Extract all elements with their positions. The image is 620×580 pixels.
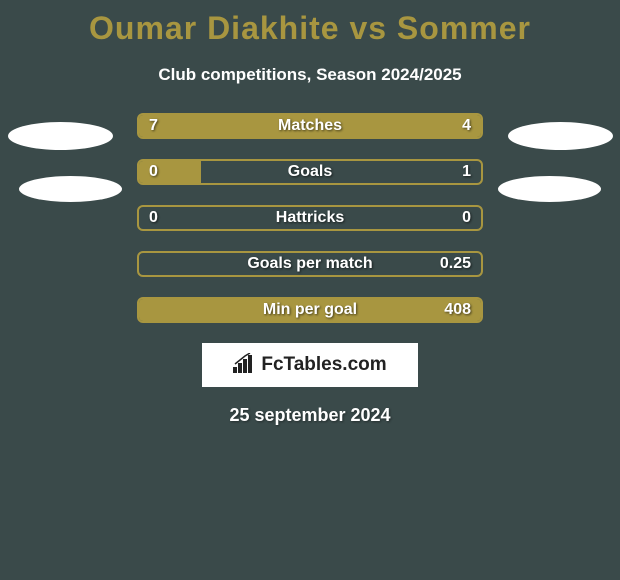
stat-row: Goals per match 0.25: [137, 251, 483, 277]
player-ellipse-3: [19, 176, 122, 202]
stat-value-left: 0: [149, 163, 158, 181]
player-ellipse-1: [8, 122, 113, 150]
stat-value-right: 0.25: [440, 255, 471, 273]
stat-row: Matches 7 4: [137, 113, 483, 139]
stat-row: Min per goal 408: [137, 297, 483, 323]
fctables-logo-icon: [233, 353, 255, 378]
stat-value-right: 0: [462, 209, 471, 227]
page-title: Oumar Diakhite vs Sommer: [0, 0, 620, 47]
stat-value-right: 4: [462, 117, 471, 135]
player-ellipse-4: [498, 176, 601, 202]
subtitle: Club competitions, Season 2024/2025: [0, 65, 620, 85]
stat-label: Hattricks: [276, 209, 344, 227]
stat-label: Goals: [288, 163, 332, 181]
stat-label: Matches: [278, 117, 342, 135]
stat-value-right: 1: [462, 163, 471, 181]
player-ellipse-2: [508, 122, 613, 150]
stat-row: Hattricks 0 0: [137, 205, 483, 231]
branding-text: FcTables.com: [261, 354, 386, 376]
stat-value-left: 7: [149, 117, 158, 135]
date-text: 25 september 2024: [0, 405, 620, 426]
branding-box: FcTables.com: [202, 343, 418, 387]
comparison-card: Oumar Diakhite vs Sommer Club competitio…: [0, 0, 620, 426]
stat-label: Min per goal: [263, 301, 357, 319]
stat-value-right: 408: [444, 301, 471, 319]
stat-value-left: 0: [149, 209, 158, 227]
stat-row: Goals 0 1: [137, 159, 483, 185]
stat-label: Goals per match: [247, 255, 372, 273]
